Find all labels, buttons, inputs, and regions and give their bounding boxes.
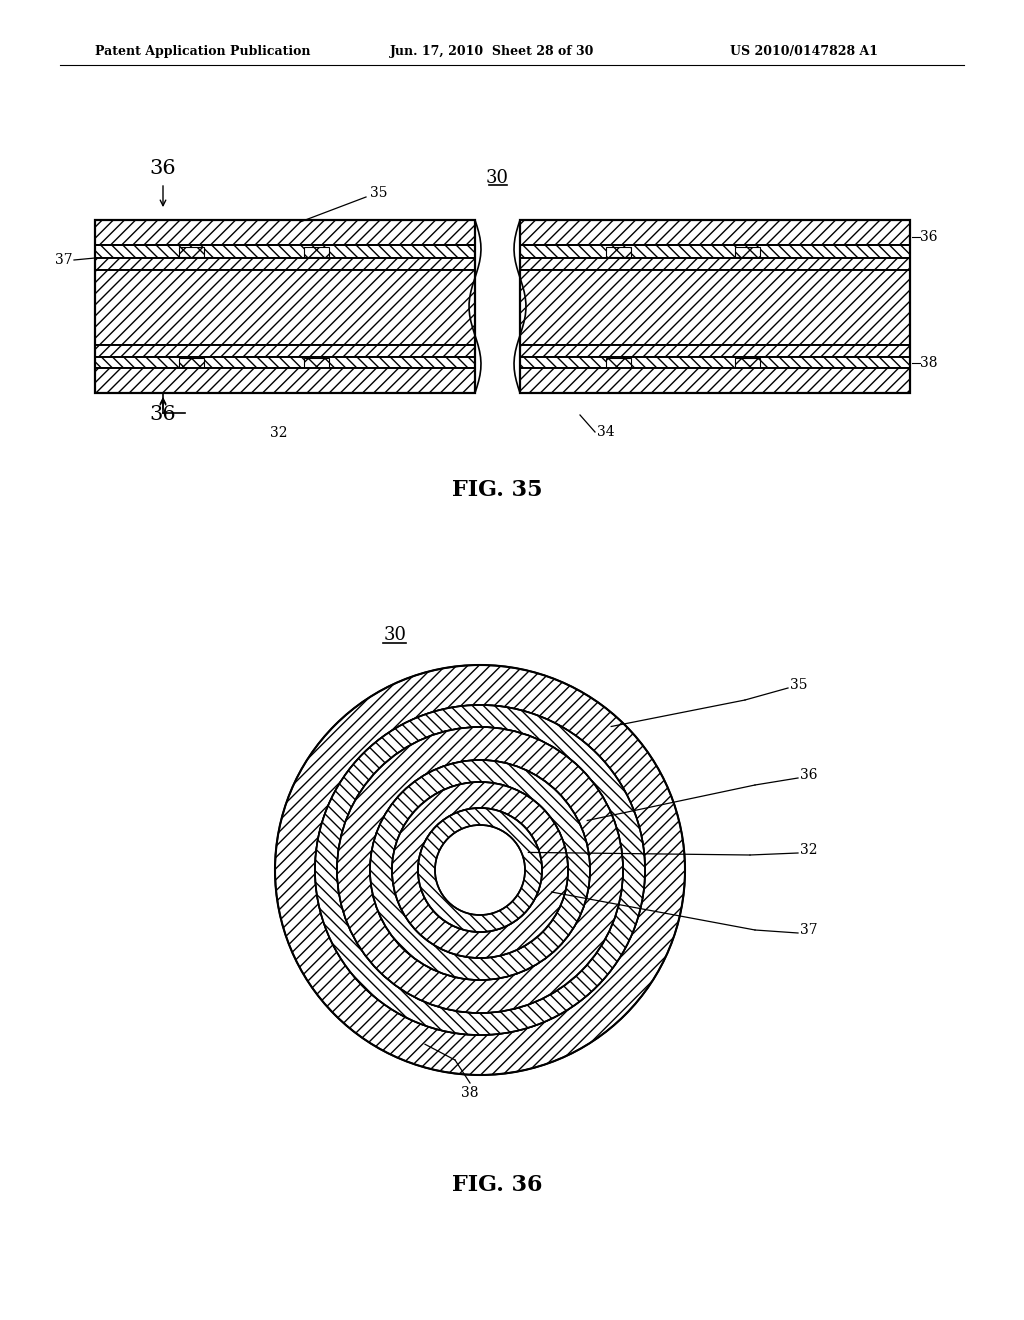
Bar xyxy=(520,246,910,257)
Bar xyxy=(606,358,631,367)
Circle shape xyxy=(392,781,568,958)
Bar xyxy=(95,271,475,345)
Bar xyxy=(520,368,910,393)
Text: 36: 36 xyxy=(920,230,938,244)
Bar xyxy=(304,358,329,367)
Bar xyxy=(178,247,204,256)
Text: Jun. 17, 2010  Sheet 28 of 30: Jun. 17, 2010 Sheet 28 of 30 xyxy=(390,45,594,58)
Bar xyxy=(520,271,910,345)
Bar xyxy=(734,247,760,256)
Text: 30: 30 xyxy=(384,626,407,644)
Circle shape xyxy=(337,727,623,1012)
Text: 36: 36 xyxy=(150,158,176,177)
Bar xyxy=(95,368,475,393)
Circle shape xyxy=(370,760,590,979)
Text: FIG. 36: FIG. 36 xyxy=(452,1173,543,1196)
Text: 34: 34 xyxy=(597,425,614,440)
Circle shape xyxy=(435,825,525,915)
Bar xyxy=(95,220,475,393)
Circle shape xyxy=(370,760,590,979)
Bar xyxy=(95,356,475,368)
Bar xyxy=(95,220,475,246)
Text: 32: 32 xyxy=(800,843,817,857)
Text: US 2010/0147828 A1: US 2010/0147828 A1 xyxy=(730,45,878,58)
Circle shape xyxy=(315,705,645,1035)
Text: 36: 36 xyxy=(150,405,176,425)
Text: 30: 30 xyxy=(485,169,509,187)
Bar xyxy=(95,345,475,356)
Text: 38: 38 xyxy=(920,356,938,370)
Text: 32: 32 xyxy=(270,426,288,440)
Circle shape xyxy=(392,781,568,958)
Text: 37: 37 xyxy=(55,253,73,267)
Bar xyxy=(95,246,475,257)
Text: 35: 35 xyxy=(370,186,387,201)
Circle shape xyxy=(337,727,623,1012)
Bar xyxy=(178,358,204,367)
Bar xyxy=(606,247,631,256)
Bar xyxy=(304,247,329,256)
Circle shape xyxy=(418,808,542,932)
Bar xyxy=(520,220,910,393)
Text: FIG. 35: FIG. 35 xyxy=(452,479,543,502)
Bar xyxy=(520,220,910,246)
Bar xyxy=(734,358,760,367)
Text: 36: 36 xyxy=(800,768,817,781)
Circle shape xyxy=(418,808,542,932)
Text: Patent Application Publication: Patent Application Publication xyxy=(95,45,310,58)
Bar xyxy=(520,345,910,356)
Text: 38: 38 xyxy=(461,1086,479,1100)
Circle shape xyxy=(275,665,685,1074)
Bar xyxy=(95,257,475,271)
Text: 37: 37 xyxy=(800,923,817,937)
Circle shape xyxy=(315,705,645,1035)
Text: 35: 35 xyxy=(790,678,808,692)
Bar xyxy=(520,356,910,368)
Bar xyxy=(520,257,910,271)
